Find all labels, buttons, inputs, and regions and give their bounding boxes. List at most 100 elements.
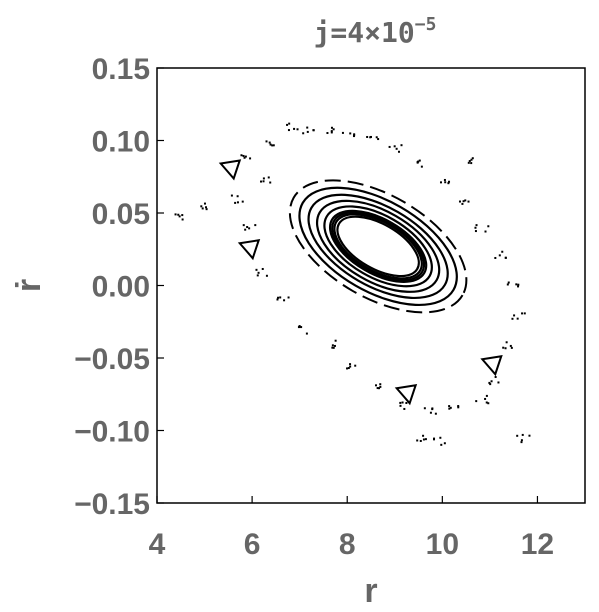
orbit-point [272, 144, 275, 147]
x-tick-label: 12 [521, 528, 554, 561]
orbit-point [443, 442, 446, 445]
orbit-point [487, 225, 490, 228]
orbit-point [296, 128, 299, 131]
orbit-point [333, 344, 336, 347]
orbit-point [377, 138, 380, 141]
orbit-point [474, 230, 477, 233]
orbit-point [276, 298, 279, 301]
orbit-point [475, 400, 478, 403]
orbit-point [474, 226, 477, 229]
orbit-point [520, 439, 523, 442]
x-tick-label: 6 [244, 528, 261, 561]
orbit-point [256, 274, 259, 277]
orbit-point [277, 296, 280, 299]
orbit-point [431, 408, 434, 411]
orbit-point [397, 150, 400, 153]
orbit-point [489, 383, 492, 386]
plot-marks [174, 122, 531, 446]
orbit-point [448, 180, 451, 183]
orbit-point [516, 317, 519, 320]
orbit-point [347, 367, 350, 370]
invariant-curve [328, 209, 428, 283]
orbit-point [331, 346, 334, 349]
orbit-point [494, 376, 497, 379]
orbit-point [475, 224, 478, 227]
orbit-point [497, 381, 500, 384]
orbit-point [267, 176, 270, 179]
chart-title-base: j=4×10 [314, 16, 415, 49]
orbit-point [242, 224, 245, 227]
invariant-curve [333, 213, 423, 280]
orbit-point [501, 250, 504, 253]
orbit-point [504, 256, 507, 259]
orbit-point [349, 363, 352, 366]
orbit-point [353, 133, 356, 136]
orbit-point [334, 339, 337, 342]
orbit-point [378, 387, 381, 390]
orbit-point [440, 443, 443, 446]
orbit-point [376, 387, 379, 390]
orbit-point [464, 199, 467, 202]
orbit-point [269, 143, 272, 146]
orbit-point [457, 406, 460, 409]
orbit-point [283, 299, 286, 302]
orbit-point [488, 381, 491, 384]
orbit-point [369, 135, 372, 138]
orbit-point [205, 206, 208, 209]
orbit-point [422, 438, 425, 441]
orbit-point [241, 200, 244, 203]
orbit-point [504, 347, 507, 350]
orbit-point [379, 385, 382, 388]
orbit-point [416, 439, 419, 442]
orbit-point [298, 325, 301, 328]
orbit-point [528, 434, 531, 437]
orbit-point [490, 380, 493, 383]
orbit-point [399, 404, 402, 407]
orbit-point [423, 407, 426, 410]
orbit-point [521, 312, 524, 315]
orbit-point [300, 326, 303, 329]
orbit-point [511, 317, 514, 320]
orbit-point [352, 135, 355, 138]
separatrix-curve [288, 179, 468, 314]
orbit-point [257, 271, 260, 274]
orbit-point [330, 130, 333, 133]
orbit-point [288, 122, 291, 125]
orbit-point [178, 215, 181, 218]
orbit-point [312, 129, 315, 132]
x-tick-label: 8 [339, 528, 356, 561]
orbit-point [379, 383, 382, 386]
orbit-point [448, 405, 451, 408]
orbit-point [346, 367, 349, 370]
orbit-point [507, 281, 510, 284]
orbit-point [516, 434, 519, 437]
chart-title: j=4×10−5 [314, 14, 437, 49]
orbit-point [246, 226, 249, 229]
orbit-point [260, 180, 263, 183]
orbit-point [242, 154, 245, 157]
invariant-curve [331, 211, 426, 282]
orbit-point [517, 283, 520, 286]
resonance-island [237, 239, 261, 261]
orbit-point [248, 227, 251, 230]
orbit-point [439, 181, 442, 184]
orbit-point [249, 157, 252, 160]
y-tick-label: 0.00 [92, 271, 150, 304]
orbit-point [240, 154, 243, 157]
orbit-point [523, 312, 526, 315]
orbit-point [354, 364, 357, 367]
orbit-point [429, 411, 432, 414]
orbit-point [332, 346, 335, 349]
orbit-point [470, 158, 473, 161]
orbit-point [326, 132, 329, 135]
orbit-point [375, 384, 378, 387]
invariant-curve [298, 186, 458, 307]
orbit-point [462, 200, 465, 203]
orbit-point [201, 207, 204, 210]
orbit-point [287, 129, 290, 132]
orbit-point [177, 213, 180, 216]
orbit-point [471, 157, 474, 160]
orbit-point [181, 214, 184, 217]
orbit-point [434, 412, 437, 415]
orbit-point [509, 344, 512, 347]
